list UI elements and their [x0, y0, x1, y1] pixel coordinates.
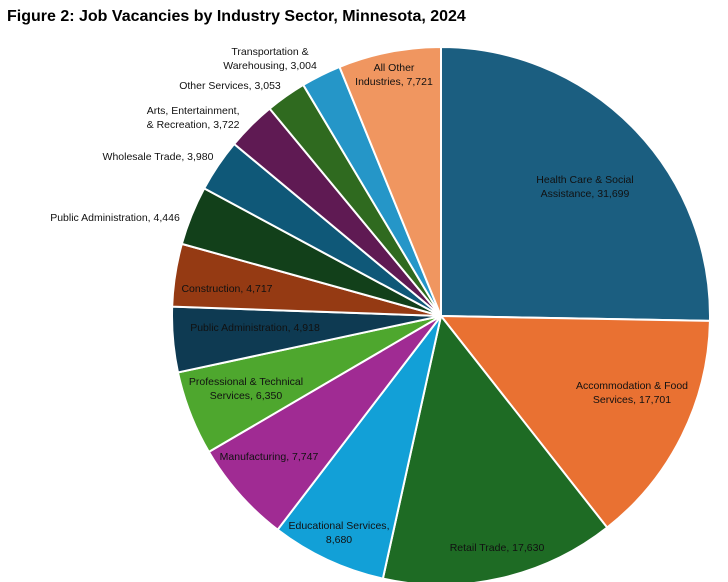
slice-label: All Other Industries, 7,721 — [355, 62, 433, 88]
value-label: 3,980 — [187, 151, 214, 163]
slice-label: Accommodation & Food Services, 17,701 — [575, 380, 689, 406]
value-label: 4,717 — [246, 283, 273, 295]
value-label: 3,722 — [213, 119, 240, 131]
category-label: Health Care & Social Assistance — [536, 174, 634, 200]
value-label: 7,747 — [292, 451, 319, 463]
category-label: Public Administration — [50, 212, 148, 224]
value-label: 3,004 — [290, 60, 317, 72]
value-label: 6,350 — [255, 390, 283, 402]
category-label: Professional & Technical Services — [188, 376, 304, 402]
value-label: 7,721 — [406, 76, 433, 88]
category-label: Arts, Entertainment, & Recreation — [146, 105, 240, 131]
category-label: Transportation & Warehousing — [223, 46, 309, 72]
slice-label: Other Services, 3,053 — [179, 80, 281, 92]
value-label: 4,918 — [293, 322, 320, 334]
category-label: Public Administration — [190, 322, 288, 334]
slice-label: Construction, 4,717 — [181, 283, 273, 295]
value-label: 4,446 — [153, 212, 180, 224]
category-label: Retail Trade — [449, 542, 507, 554]
pie-slice — [276, 315, 442, 580]
value-label: 17,701 — [638, 394, 672, 406]
chart-title: Figure 2: Job Vacancies by Industry Sect… — [7, 8, 466, 25]
pie-slice — [338, 45, 442, 317]
slice-label: Public Administration, 4,918 — [190, 322, 320, 334]
category-label: Manufacturing — [219, 451, 287, 463]
category-label: Wholesale Trade — [102, 151, 182, 163]
slice-label: Public Administration, 4,446 — [50, 212, 180, 224]
slice-label: Transportation & Warehousing, 3,004 — [223, 46, 317, 72]
pie-slice — [438, 314, 711, 529]
slice-label: Health Care & Social Assistance, 31,699 — [536, 174, 634, 200]
slice-label: Manufacturing, 7,747 — [219, 451, 319, 463]
slice-label: Arts, Entertainment, & Recreation, 3,722 — [146, 105, 240, 131]
value-label: 17,630 — [512, 542, 545, 554]
value-label: 31,699 — [597, 188, 630, 200]
slice-label: Professional & Technical Services, 6,350 — [188, 376, 304, 402]
pie-slice — [381, 313, 609, 582]
value-label: 3,053 — [254, 80, 281, 92]
slice-label: Wholesale Trade, 3,980 — [102, 151, 214, 163]
slice-label: Retail Trade, 17,630 — [449, 542, 545, 554]
value-label: 8,680 — [325, 534, 353, 546]
slice-label: Educational Services, 8,680 — [288, 520, 390, 546]
category-label: Other Services — [179, 80, 249, 92]
category-label: Accommodation & Food Services — [575, 380, 689, 406]
pie-slice — [440, 45, 711, 322]
category-label: Educational Services — [288, 520, 387, 532]
category-label: All Other Industries — [355, 62, 415, 88]
category-label: Construction — [181, 283, 241, 295]
